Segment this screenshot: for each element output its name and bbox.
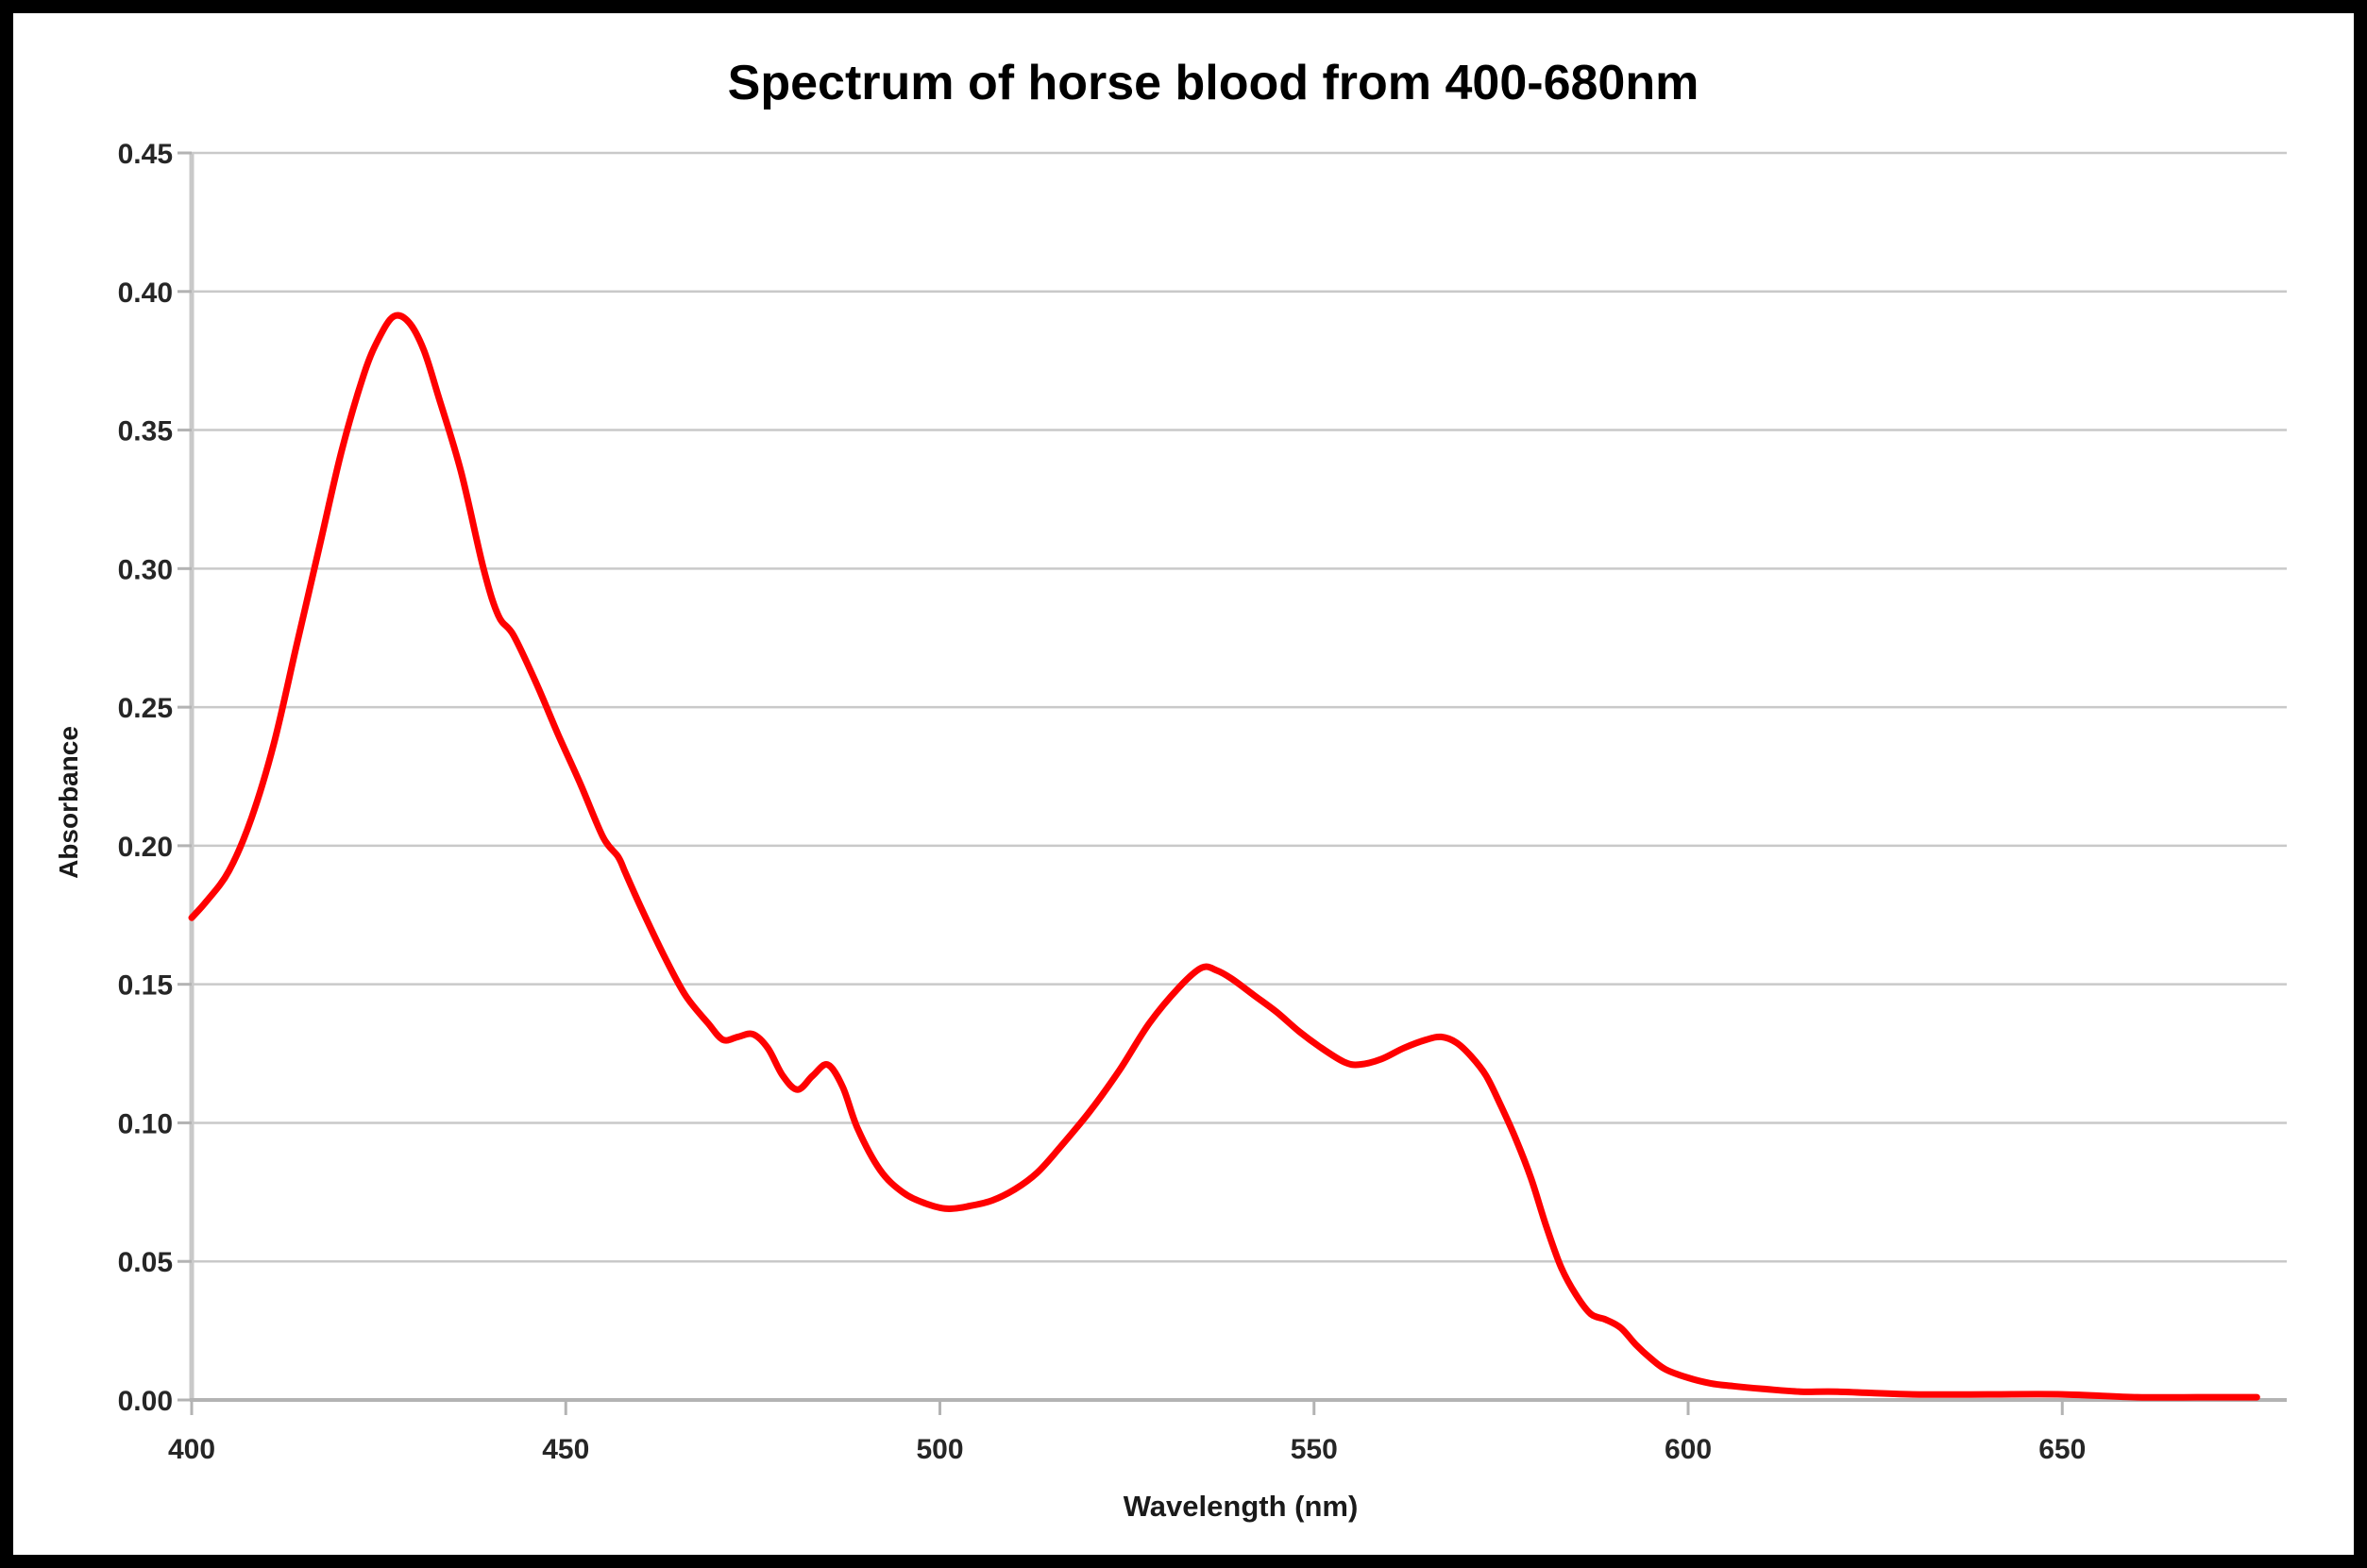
- x-tick-label: 450: [542, 1434, 589, 1465]
- tick-marks: [178, 151, 2064, 1415]
- y-tick-label: 0.10: [118, 1108, 173, 1139]
- y-tick-label: 0.00: [118, 1386, 173, 1417]
- y-axis-label: Absorbance: [54, 726, 83, 879]
- chart-title: Spectrum of horse blood from 400-680nm: [728, 56, 1699, 110]
- y-tick-label: 0.30: [118, 554, 173, 585]
- x-tick-label: 650: [2038, 1434, 2086, 1465]
- spectrum-chart: 0.00 0.05 0.10 0.15 0.20 0.25 0.30 0.35 0.40 0.45…: [54, 56, 2287, 1523]
- x-tick-label: 400: [168, 1434, 215, 1465]
- y-tick-label: 0.45: [118, 139, 173, 170]
- y-tick-label: 0.25: [118, 693, 173, 724]
- y-tick-label: 0.35: [118, 416, 173, 447]
- x-tick-label: 500: [916, 1434, 963, 1465]
- axes: [189, 153, 2287, 1402]
- x-tick-label: 600: [1665, 1434, 1712, 1465]
- x-tick-label: 550: [1291, 1434, 1338, 1465]
- tick-labels: 0.00 0.05 0.10 0.15 0.20 0.25 0.30 0.35 0.40 0.45…: [118, 139, 2087, 1465]
- y-tick-label: 0.40: [118, 278, 173, 309]
- spectrum-curve: [188, 312, 2260, 1401]
- y-tick-label: 0.05: [118, 1247, 173, 1278]
- y-tick-label: 0.20: [118, 832, 173, 863]
- x-axis-label: Wavelength (nm): [1124, 1490, 1359, 1523]
- gridlines: [192, 151, 2287, 1263]
- y-tick-label: 0.15: [118, 970, 173, 1002]
